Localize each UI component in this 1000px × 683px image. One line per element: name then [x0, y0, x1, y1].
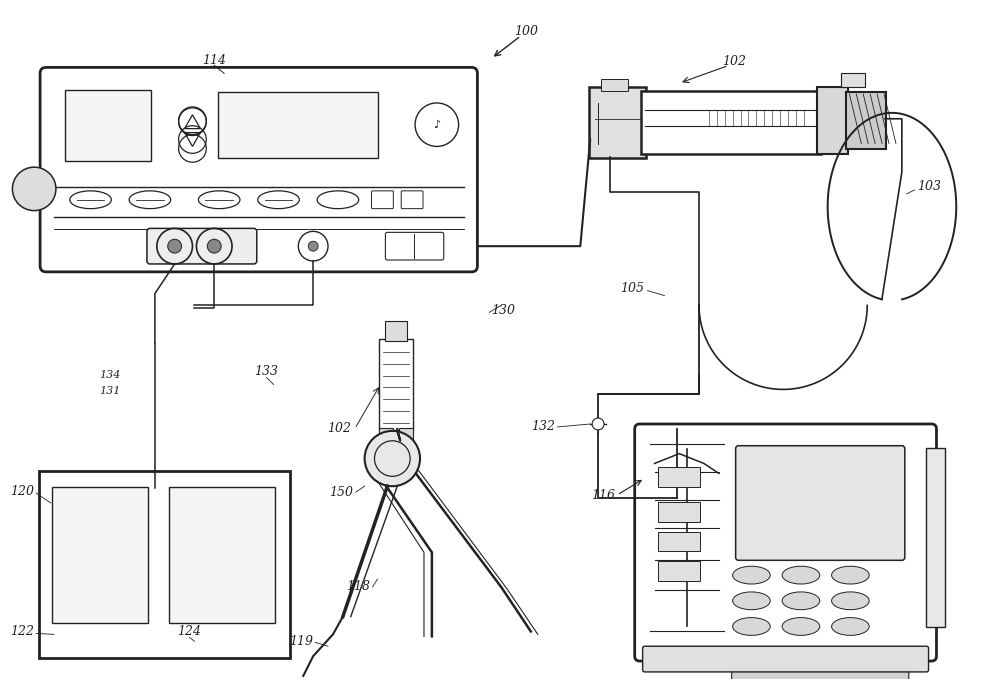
- Ellipse shape: [733, 592, 770, 610]
- Text: 119: 119: [289, 635, 313, 647]
- Text: 102: 102: [722, 55, 746, 68]
- Circle shape: [365, 431, 420, 486]
- Circle shape: [168, 239, 182, 253]
- Text: 120: 120: [10, 485, 34, 498]
- Circle shape: [592, 418, 604, 430]
- Ellipse shape: [832, 592, 869, 610]
- FancyBboxPatch shape: [658, 502, 700, 522]
- Ellipse shape: [782, 617, 820, 635]
- FancyBboxPatch shape: [52, 487, 148, 622]
- FancyBboxPatch shape: [218, 92, 378, 158]
- FancyBboxPatch shape: [841, 73, 865, 87]
- Ellipse shape: [832, 617, 869, 635]
- FancyBboxPatch shape: [658, 561, 700, 581]
- Text: 124: 124: [177, 625, 201, 638]
- FancyBboxPatch shape: [385, 232, 444, 260]
- Text: 103: 103: [917, 180, 941, 193]
- FancyBboxPatch shape: [635, 424, 936, 661]
- Text: 131: 131: [99, 387, 120, 396]
- FancyBboxPatch shape: [817, 87, 848, 154]
- Text: 118: 118: [347, 581, 371, 594]
- FancyBboxPatch shape: [641, 91, 821, 154]
- FancyBboxPatch shape: [39, 471, 290, 658]
- FancyBboxPatch shape: [926, 447, 945, 628]
- FancyBboxPatch shape: [732, 659, 909, 681]
- FancyBboxPatch shape: [643, 646, 929, 672]
- FancyBboxPatch shape: [736, 446, 905, 560]
- FancyBboxPatch shape: [846, 92, 886, 150]
- Circle shape: [308, 241, 318, 251]
- Text: 102: 102: [327, 422, 351, 436]
- Text: 130: 130: [491, 304, 515, 317]
- FancyBboxPatch shape: [372, 191, 393, 208]
- Text: 122: 122: [10, 625, 34, 638]
- Text: ♪: ♪: [433, 120, 440, 130]
- FancyBboxPatch shape: [658, 467, 700, 487]
- FancyBboxPatch shape: [658, 531, 700, 551]
- FancyBboxPatch shape: [385, 321, 407, 341]
- Circle shape: [207, 239, 221, 253]
- Text: 114: 114: [202, 54, 226, 67]
- Text: 100: 100: [514, 25, 538, 38]
- Ellipse shape: [832, 566, 869, 584]
- Text: 150: 150: [329, 486, 353, 499]
- Circle shape: [12, 167, 56, 210]
- Ellipse shape: [733, 566, 770, 584]
- FancyBboxPatch shape: [399, 428, 413, 442]
- Ellipse shape: [782, 592, 820, 610]
- FancyBboxPatch shape: [40, 68, 477, 272]
- Text: 134: 134: [99, 370, 120, 380]
- FancyBboxPatch shape: [589, 87, 646, 158]
- FancyBboxPatch shape: [65, 90, 151, 161]
- FancyBboxPatch shape: [401, 191, 423, 208]
- Ellipse shape: [733, 617, 770, 635]
- FancyBboxPatch shape: [601, 79, 628, 91]
- Ellipse shape: [782, 566, 820, 584]
- FancyBboxPatch shape: [379, 428, 393, 442]
- FancyBboxPatch shape: [169, 487, 275, 622]
- Text: 105: 105: [621, 282, 645, 295]
- FancyBboxPatch shape: [379, 339, 413, 430]
- Text: 116: 116: [591, 488, 615, 501]
- FancyBboxPatch shape: [147, 228, 257, 264]
- Text: 133: 133: [254, 365, 278, 378]
- Text: 132: 132: [532, 421, 556, 434]
